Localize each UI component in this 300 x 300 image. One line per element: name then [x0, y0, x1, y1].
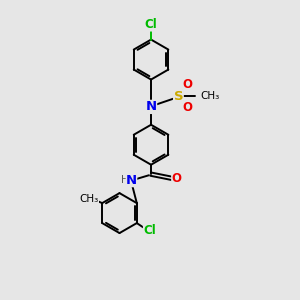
Text: Cl: Cl: [143, 224, 156, 237]
Text: CH₃: CH₃: [200, 92, 220, 101]
Text: N: N: [146, 100, 157, 113]
Text: O: O: [183, 78, 193, 91]
Text: O: O: [183, 101, 193, 114]
Text: N: N: [126, 174, 137, 187]
Text: Cl: Cl: [145, 18, 158, 31]
Text: O: O: [172, 172, 182, 185]
Text: H: H: [121, 176, 129, 185]
Text: CH₃: CH₃: [80, 194, 99, 204]
Text: S: S: [174, 90, 183, 103]
